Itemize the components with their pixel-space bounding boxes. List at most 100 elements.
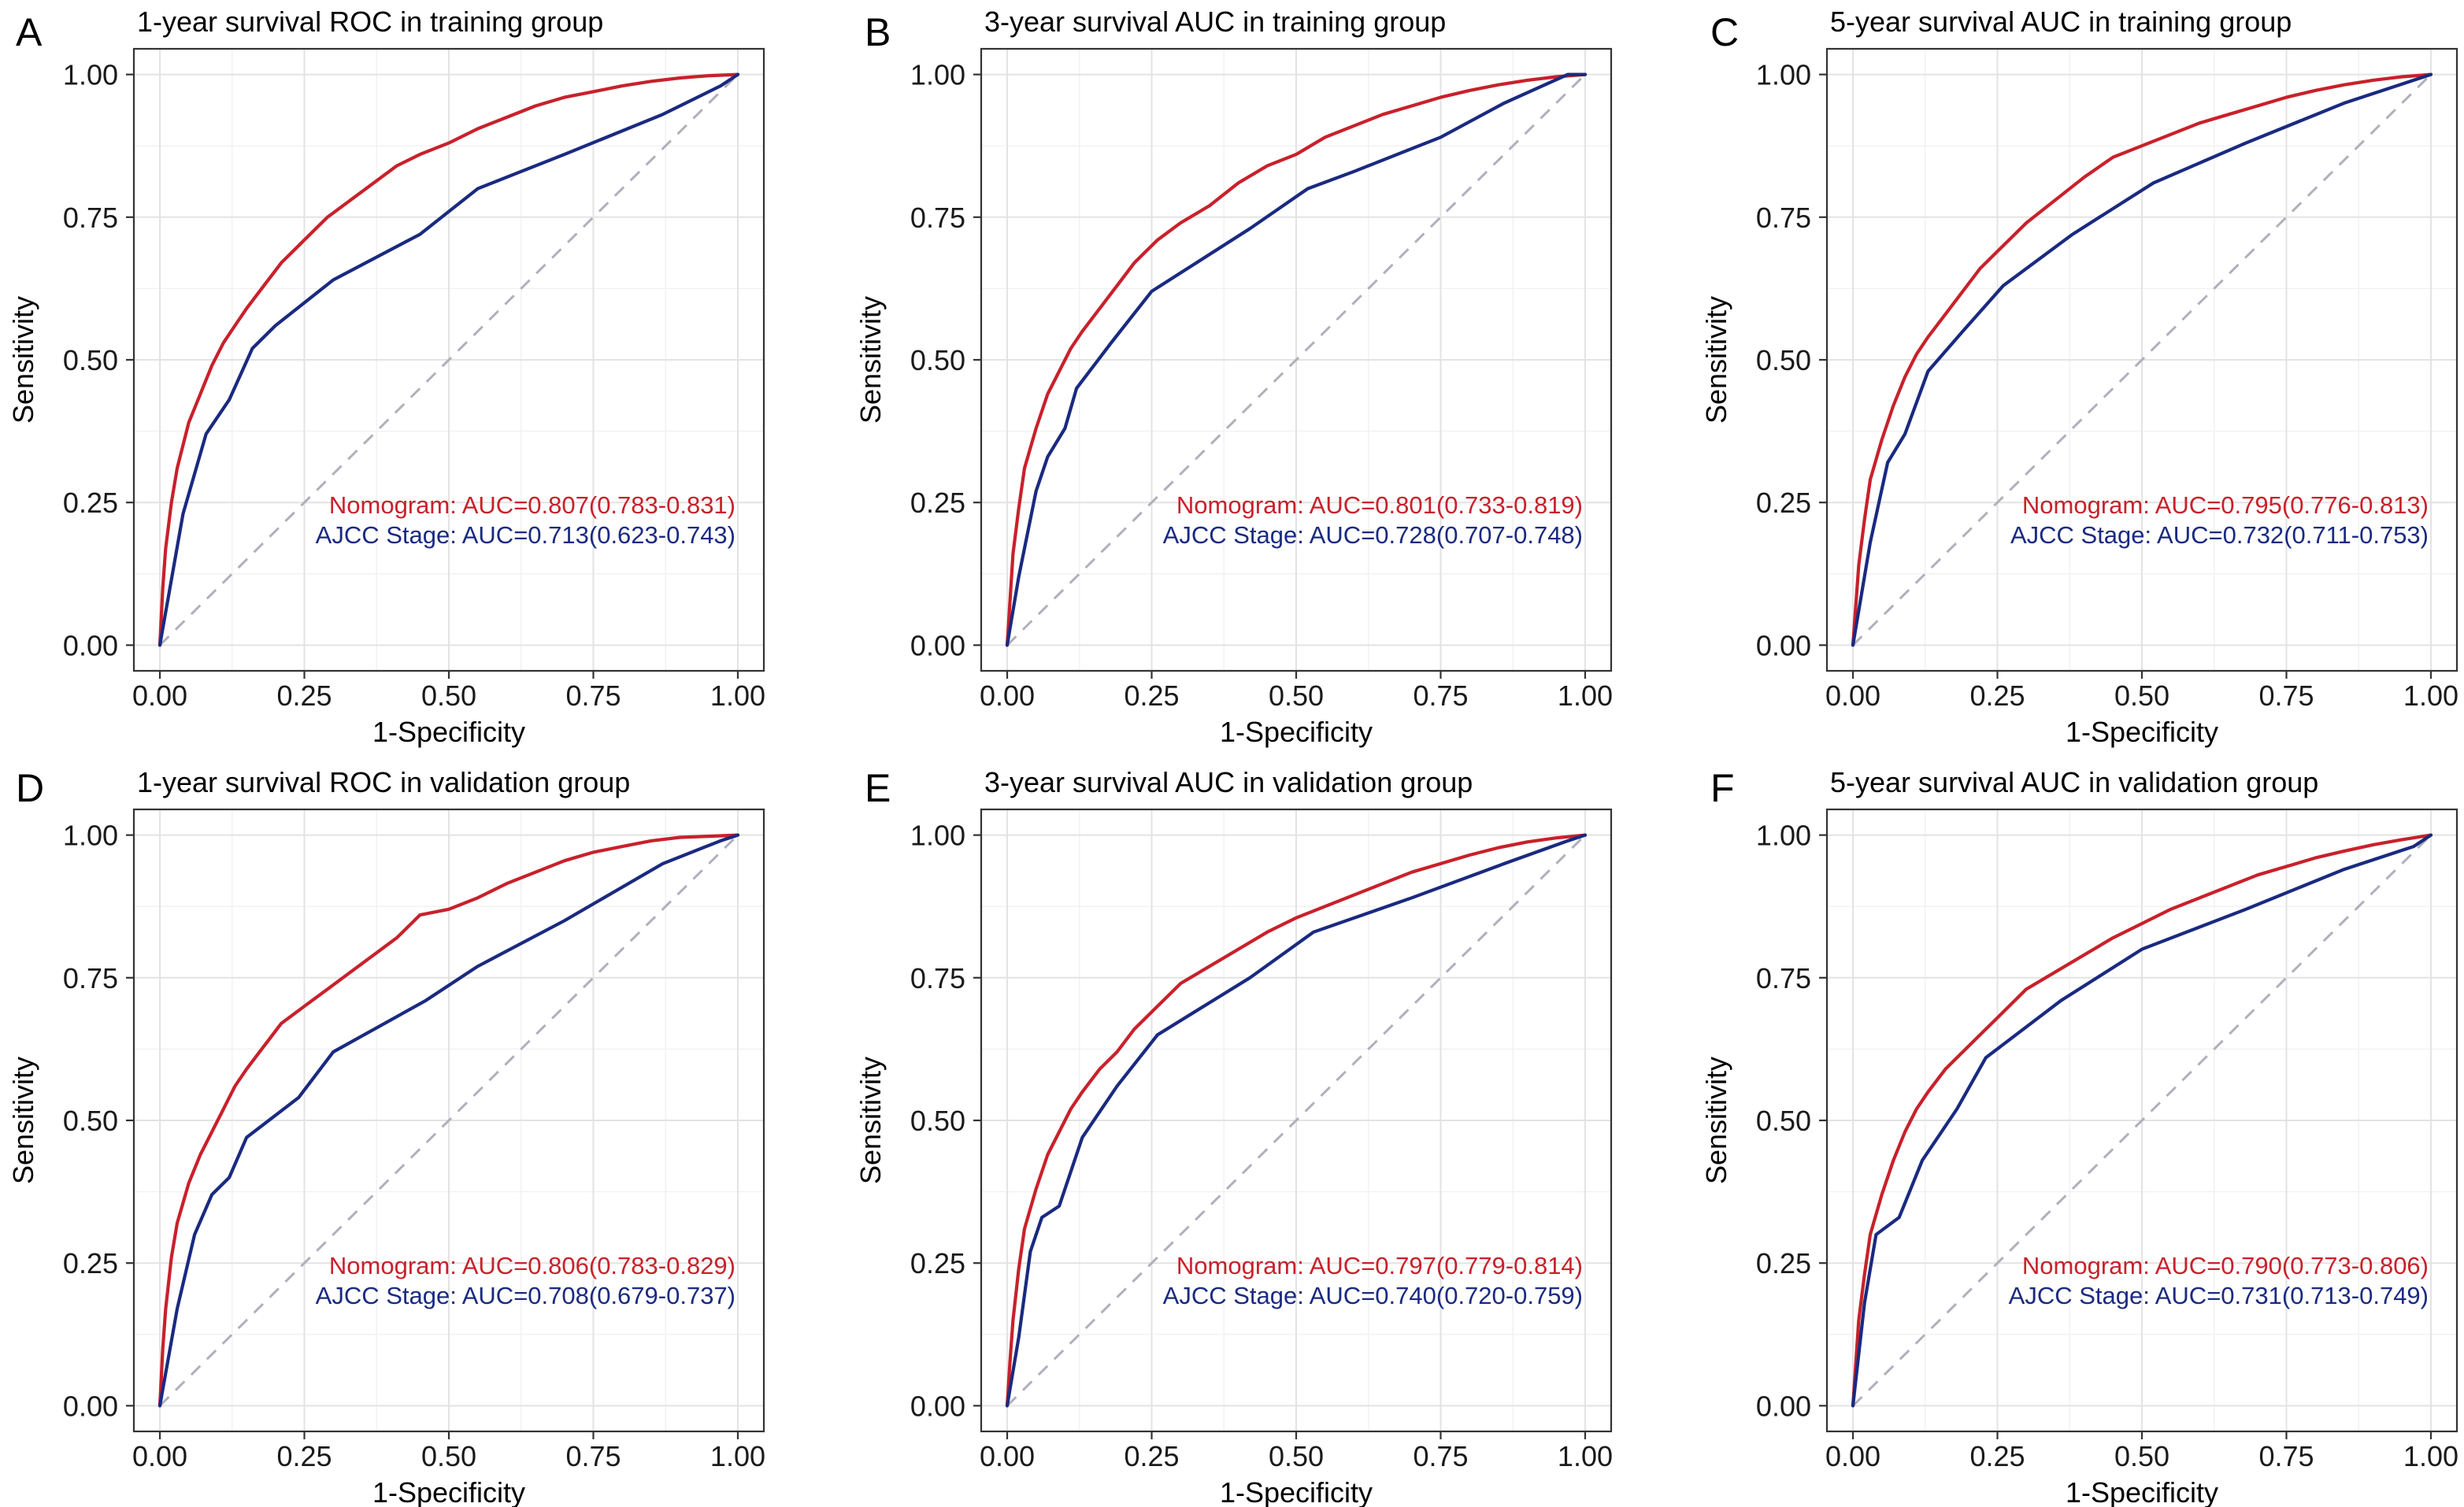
panel-letter: C bbox=[1710, 10, 1739, 54]
panel-title: 5-year survival AUC in validation group bbox=[1830, 766, 2318, 798]
auc-annotation-ajcc-stage: AJCC Stage: AUC=0.732(0.711-0.753) bbox=[2010, 521, 2429, 549]
x-tick-label: 0.25 bbox=[1969, 679, 2025, 712]
panel-letter: F bbox=[1710, 766, 1735, 810]
panel-f: F 5-year survival AUC in validation group… bbox=[1700, 766, 2458, 1507]
panel-letter: B bbox=[865, 10, 891, 54]
auc-annotation-nomogram: Nomogram: AUC=0.795(0.776-0.813) bbox=[2022, 491, 2429, 519]
x-tick-label: 0.75 bbox=[2258, 1440, 2314, 1472]
x-tick-label: 1.00 bbox=[1558, 679, 1613, 712]
panel-letter: E bbox=[865, 766, 891, 810]
x-tick-label: 0.00 bbox=[980, 679, 1035, 712]
x-axis-label: 1-Specificity bbox=[372, 1476, 525, 1507]
series-line-nomogram bbox=[1005, 833, 1588, 1408]
y-tick-label: 0.25 bbox=[910, 1247, 965, 1279]
x-tick-label: 0.25 bbox=[1124, 1440, 1179, 1472]
y-tick-label: 0.00 bbox=[910, 1390, 965, 1422]
x-tick-label: 1.00 bbox=[2403, 1440, 2458, 1472]
panel-title: 1-year survival ROC in validation group bbox=[137, 766, 630, 798]
y-tick-label: 0.75 bbox=[63, 962, 118, 994]
y-tick-label: 0.75 bbox=[1756, 202, 1811, 234]
auc-annotation-nomogram: Nomogram: AUC=0.801(0.733-0.819) bbox=[1176, 491, 1583, 519]
x-axis-label: 1-Specificity bbox=[1220, 716, 1373, 748]
y-tick-label: 0.25 bbox=[1756, 1247, 1811, 1279]
series-line-nomogram bbox=[1851, 833, 2433, 1408]
auc-annotation-nomogram: Nomogram: AUC=0.790(0.773-0.806) bbox=[2022, 1252, 2429, 1279]
x-tick-label: 0.00 bbox=[132, 679, 187, 712]
y-tick-label: 0.50 bbox=[1756, 344, 1811, 376]
x-tick-label: 0.75 bbox=[565, 679, 621, 712]
x-tick-label: 0.25 bbox=[1124, 679, 1179, 712]
series-line-ajcc-stage bbox=[1851, 833, 2433, 1408]
y-tick-label: 1.00 bbox=[910, 59, 965, 91]
x-tick-label: 0.50 bbox=[421, 679, 476, 712]
reference-diagonal bbox=[1006, 834, 1587, 1407]
y-tick-label: 0.25 bbox=[1756, 487, 1811, 519]
reference-diagonal bbox=[158, 834, 739, 1407]
x-axis-label: 1-Specificity bbox=[2066, 1476, 2218, 1507]
x-axis-label: 1-Specificity bbox=[1220, 1476, 1373, 1507]
auc-annotation-ajcc-stage: AJCC Stage: AUC=0.713(0.623-0.743) bbox=[316, 521, 735, 549]
y-tick-label: 0.25 bbox=[63, 1247, 118, 1279]
y-tick-label: 0.00 bbox=[910, 629, 965, 661]
panel-a: A 1-year survival ROC in training group 0.… bbox=[7, 6, 765, 748]
y-tick-label: 0.75 bbox=[1756, 962, 1811, 994]
series-line-nomogram bbox=[1005, 72, 1588, 647]
panel-title: 3-year survival AUC in validation group bbox=[984, 766, 1473, 798]
y-axis-label: Sensitivity bbox=[7, 1057, 39, 1184]
x-tick-label: 0.25 bbox=[276, 1440, 332, 1472]
x-tick-label: 0.00 bbox=[132, 1440, 187, 1472]
auc-annotation-nomogram: Nomogram: AUC=0.806(0.783-0.829) bbox=[329, 1252, 735, 1279]
y-tick-label: 0.75 bbox=[910, 202, 965, 234]
series-line-ajcc-stage bbox=[1005, 72, 1588, 647]
x-tick-label: 0.75 bbox=[1413, 679, 1468, 712]
panel-letter: D bbox=[16, 766, 44, 810]
x-axis-label: 1-Specificity bbox=[372, 716, 525, 748]
series-line-nomogram bbox=[1851, 72, 2433, 647]
x-tick-label: 0.50 bbox=[2114, 1440, 2169, 1472]
x-tick-label: 0.75 bbox=[2258, 679, 2314, 712]
x-tick-label: 0.50 bbox=[2114, 679, 2169, 712]
auc-annotation-nomogram: Nomogram: AUC=0.807(0.783-0.831) bbox=[329, 491, 735, 519]
series-line-ajcc-stage bbox=[1005, 833, 1588, 1408]
auc-annotation-ajcc-stage: AJCC Stage: AUC=0.728(0.707-0.748) bbox=[1163, 521, 1583, 549]
x-tick-label: 0.00 bbox=[1825, 1440, 1880, 1472]
y-axis-label: Sensitivity bbox=[1700, 296, 1732, 424]
x-tick-label: 0.25 bbox=[276, 679, 332, 712]
auc-annotation-ajcc-stage: AJCC Stage: AUC=0.731(0.713-0.749) bbox=[2009, 1282, 2429, 1309]
y-tick-label: 0.00 bbox=[63, 1390, 118, 1422]
y-axis-label: Sensitivity bbox=[1700, 1057, 1732, 1184]
y-axis-label: Sensitivity bbox=[854, 296, 887, 424]
y-tick-label: 0.50 bbox=[910, 344, 965, 376]
y-tick-label: 0.50 bbox=[63, 344, 118, 376]
y-tick-label: 1.00 bbox=[1756, 59, 1811, 91]
y-axis-label: Sensitivity bbox=[7, 296, 39, 424]
x-tick-label: 0.75 bbox=[1413, 1440, 1468, 1472]
y-tick-label: 1.00 bbox=[63, 820, 118, 852]
x-tick-label: 1.00 bbox=[710, 1440, 765, 1472]
panel-d: D 1-year survival ROC in validation group… bbox=[7, 766, 765, 1507]
x-tick-label: 0.50 bbox=[1269, 1440, 1324, 1472]
series-line-ajcc-stage bbox=[157, 833, 740, 1408]
x-tick-label: 1.00 bbox=[2403, 679, 2458, 712]
x-tick-label: 0.00 bbox=[980, 1440, 1035, 1472]
x-axis-label: 1-Specificity bbox=[2066, 716, 2218, 748]
y-tick-label: 0.75 bbox=[63, 202, 118, 234]
auc-annotation-ajcc-stage: AJCC Stage: AUC=0.708(0.679-0.737) bbox=[316, 1282, 735, 1309]
panel-c: C 5-year survival AUC in training group 0.… bbox=[1700, 6, 2458, 748]
y-tick-label: 1.00 bbox=[910, 820, 965, 852]
panel-e: E 3-year survival AUC in validation group… bbox=[854, 766, 1613, 1507]
x-tick-label: 0.25 bbox=[1969, 1440, 2025, 1472]
y-tick-label: 0.00 bbox=[1756, 629, 1811, 661]
panel-letter: A bbox=[16, 10, 43, 54]
y-tick-label: 0.00 bbox=[1756, 1390, 1811, 1422]
series-line-nomogram bbox=[157, 833, 740, 1408]
series-line-ajcc-stage bbox=[157, 72, 740, 647]
y-tick-label: 1.00 bbox=[63, 59, 118, 91]
reference-diagonal bbox=[1851, 73, 2433, 646]
y-tick-label: 0.50 bbox=[1756, 1105, 1811, 1137]
y-tick-label: 1.00 bbox=[1756, 820, 1811, 852]
y-tick-label: 0.25 bbox=[63, 487, 118, 519]
series-line-nomogram bbox=[157, 72, 740, 647]
auc-annotation-nomogram: Nomogram: AUC=0.797(0.779-0.814) bbox=[1176, 1252, 1583, 1279]
